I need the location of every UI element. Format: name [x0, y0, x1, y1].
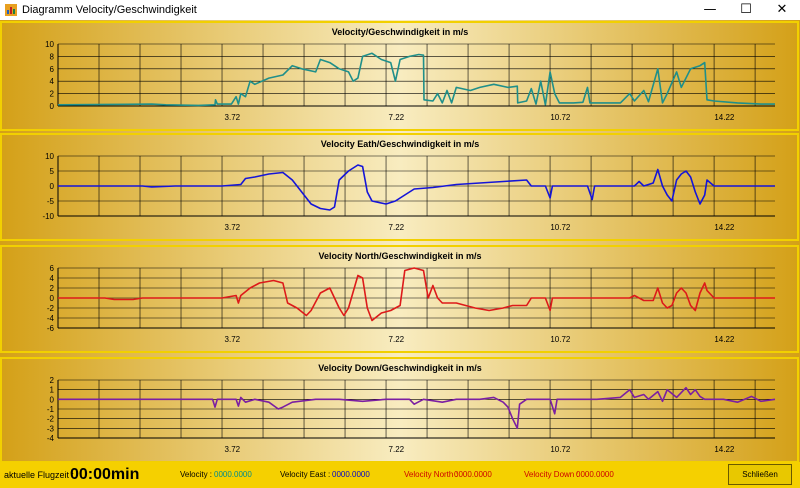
y-tick-label: 0	[50, 395, 55, 404]
velocity-label: Velocity :	[180, 470, 213, 479]
x-tick-label: 10.72	[550, 445, 571, 454]
velocity-down-label: Velocity Down :	[524, 470, 579, 479]
chart-panel-2: Velocity North/Geschwindigkeit in m/s-6-…	[0, 245, 799, 353]
y-tick-label: 6	[50, 264, 55, 273]
flight-time-label: aktuelle Flugzeit :	[4, 470, 75, 480]
y-tick-label: 1	[50, 386, 55, 395]
chart-title: Velocity/Geschwindigkeit in m/s	[332, 27, 469, 37]
minimize-button[interactable]: —	[703, 2, 717, 17]
series-line	[58, 164, 775, 211]
panel-border	[0, 357, 799, 462]
y-tick-label: 0	[50, 102, 55, 111]
y-tick-label: 2	[50, 90, 55, 99]
title-bar: Diagramm Velocity/Geschwindigkeit — ☐ ✕	[0, 0, 800, 21]
x-tick-label: 3.72	[225, 113, 241, 122]
series-line	[58, 267, 775, 322]
y-tick-label: 4	[50, 274, 55, 283]
y-tick-label: -3	[47, 424, 55, 433]
y-tick-label: -2	[47, 304, 55, 313]
x-tick-label: 10.72	[550, 335, 571, 344]
x-tick-label: 3.72	[225, 445, 241, 454]
series-line	[57, 52, 775, 107]
velocity-down-value: 0000.0000	[576, 470, 614, 479]
y-tick-label: -4	[47, 314, 55, 323]
maximize-button[interactable]: ☐	[740, 2, 752, 17]
y-tick-label: 6	[50, 65, 55, 74]
y-tick-label: 0	[50, 294, 55, 303]
x-tick-label: 14.22	[714, 113, 735, 122]
close-window-button[interactable]: ✕	[776, 2, 788, 17]
charts-canvas: Velocity/Geschwindigkeit in m/s02468103.…	[0, 21, 799, 462]
x-tick-label: 14.22	[714, 445, 735, 454]
velocity-value: 0000.0000	[214, 470, 252, 479]
y-tick-label: -10	[42, 212, 54, 221]
y-tick-label: 0	[50, 182, 55, 191]
chart-title: Velocity North/Geschwindigkeit in m/s	[318, 251, 481, 261]
panel-border	[0, 245, 799, 353]
x-tick-label: 3.72	[225, 335, 241, 344]
y-tick-label: -5	[47, 197, 55, 206]
velocity-north-value: 0000.0000	[454, 470, 492, 479]
x-tick-label: 14.22	[714, 335, 735, 344]
close-button[interactable]: Schließen	[728, 464, 792, 485]
series-line	[58, 386, 776, 430]
y-tick-label: 5	[50, 167, 55, 176]
panel-border	[0, 21, 799, 131]
x-tick-label: 10.72	[550, 223, 571, 232]
x-tick-label: 10.72	[550, 113, 571, 122]
y-tick-label: -6	[47, 324, 55, 333]
velocity-east-label: Velocity East :	[280, 470, 331, 479]
y-tick-label: 8	[50, 52, 55, 61]
chart-panel-3: Velocity Down/Geschwindigkeit in m/s -4-3…	[0, 357, 799, 462]
y-tick-label: 10	[45, 152, 54, 161]
y-tick-label: -2	[47, 415, 55, 424]
chart-panel-0: Velocity/Geschwindigkeit in m/s 0 2 4 6 8 10 3.…	[0, 21, 799, 131]
app-chart-icon	[5, 4, 17, 16]
chart-panel-1: Velocity Eath/Geschwindigkeit in m/s -10 -…	[0, 133, 799, 241]
x-tick-label: 7.22	[389, 113, 405, 122]
x-tick-label: 3.72	[225, 223, 241, 232]
x-tick-label: 7.22	[389, 445, 405, 454]
y-tick-label: -4	[47, 434, 55, 443]
y-tick-label: 2	[50, 284, 55, 293]
window-title: Diagramm Velocity/Geschwindigkeit	[22, 4, 197, 16]
x-tick-label: 14.22	[714, 223, 735, 232]
flight-time-value: 00:00min	[70, 466, 140, 483]
panel-border	[0, 133, 799, 241]
velocity-north-label: Velocity North :	[404, 470, 458, 479]
y-tick-label: 10	[45, 40, 54, 49]
chart-title: Velocity Eath/Geschwindigkeit in m/s	[321, 139, 480, 149]
y-tick-label: 4	[50, 77, 55, 86]
y-tick-label: 2	[50, 376, 55, 385]
y-tick-label: -1	[47, 405, 55, 414]
chart-area: Velocity/Geschwindigkeit in m/s 0 2 4 6 8 10 3.…	[0, 20, 800, 462]
velocity-east-value: 0000.0000	[332, 470, 370, 479]
x-tick-label: 7.22	[389, 223, 405, 232]
chart-title: Velocity Down/Geschwindigkeit in m/s	[318, 363, 482, 373]
status-footer: aktuelle Flugzeit : 00:00min Velocity : …	[0, 462, 800, 488]
x-tick-label: 7.22	[389, 335, 405, 344]
